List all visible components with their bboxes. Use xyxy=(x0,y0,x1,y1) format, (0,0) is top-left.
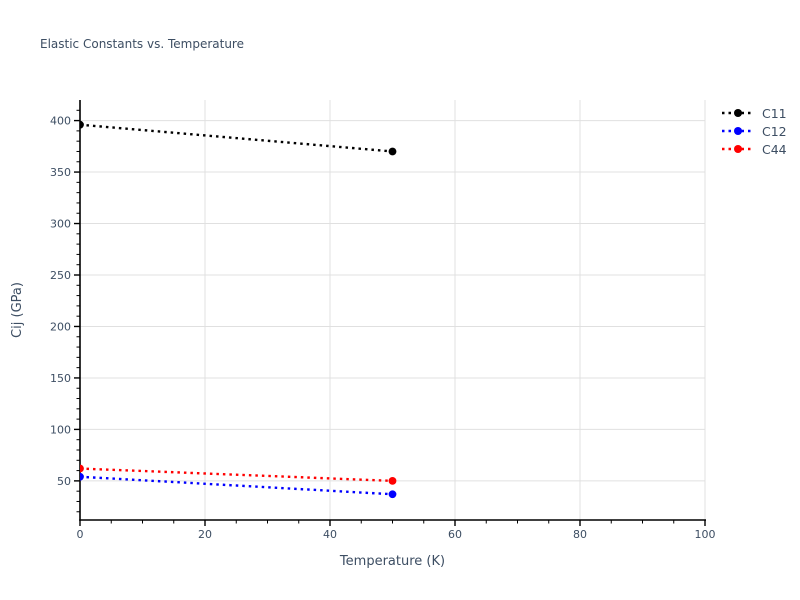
data-point-c11 xyxy=(388,147,397,156)
legend-marker-c12 xyxy=(722,127,754,135)
data-point-c12 xyxy=(388,490,397,499)
data-point-c11 xyxy=(80,120,84,129)
y-tick-label: 50 xyxy=(57,475,71,488)
y-tick-label: 150 xyxy=(50,372,71,385)
data-point-c44 xyxy=(80,464,84,473)
y-tick-label: 200 xyxy=(50,320,71,333)
legend-label: C11 xyxy=(762,105,787,121)
legend-label: C44 xyxy=(762,141,787,157)
y-tick-label: 300 xyxy=(50,218,71,231)
series-line-c44 xyxy=(80,467,393,483)
data-point-c12 xyxy=(80,472,84,481)
legend-item-c44: C44 xyxy=(721,141,787,157)
legend-item-c12: C12 xyxy=(721,123,787,139)
chart-title: Elastic Constants vs. Temperature xyxy=(40,37,244,51)
x-tick-label: 80 xyxy=(573,528,587,541)
data-point-c44 xyxy=(388,476,397,485)
x-axis-label: Temperature (K) xyxy=(339,554,445,569)
x-tick-label: 40 xyxy=(323,528,337,541)
y-tick-label: 250 xyxy=(50,269,71,282)
legend: C11 C12 C44 xyxy=(721,105,787,157)
y-tick-label: 350 xyxy=(50,166,71,179)
x-tick-label: 60 xyxy=(448,528,462,541)
y-tick-label: 400 xyxy=(50,115,71,128)
x-tick-label: 0 xyxy=(77,528,84,541)
series-line-c11 xyxy=(80,123,393,153)
legend-label: C12 xyxy=(762,123,787,139)
legend-marker-c44 xyxy=(722,145,754,153)
legend-item-c11: C11 xyxy=(721,105,787,121)
y-tick-label: 100 xyxy=(50,423,71,436)
x-tick-label: 100 xyxy=(695,528,716,541)
series-line-c12 xyxy=(80,475,393,496)
legend-marker-c11 xyxy=(722,109,754,117)
series-group xyxy=(80,120,397,499)
y-axis-label: Cij (GPa) xyxy=(10,282,25,338)
x-tick-label: 20 xyxy=(198,528,212,541)
